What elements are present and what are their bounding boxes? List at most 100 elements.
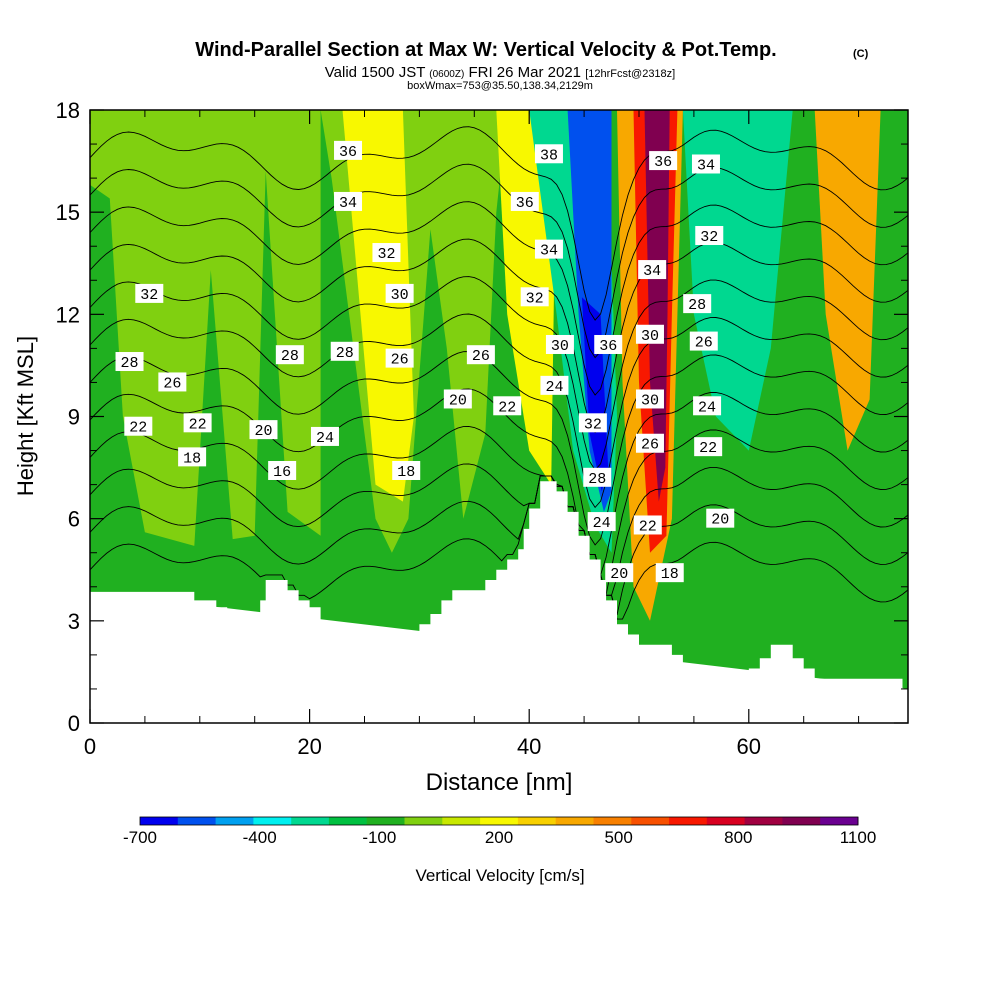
colorbar-swatch — [517, 817, 557, 825]
svg-text:32: 32 — [584, 416, 602, 433]
svg-text:20: 20 — [449, 392, 467, 409]
isentrope-label-22: 22 — [124, 416, 153, 437]
box-info: boxWmax=753@35.50,138.34,2129m — [407, 80, 593, 92]
colorbar-swatch — [820, 817, 859, 825]
isentrope-line-34 — [90, 201, 908, 396]
isentrope-labels: 16 18 18 18 20 20 20 20 22 22 22 22 22 24 24 24 24 26 26 26… — [115, 140, 735, 583]
svg-text:28: 28 — [121, 355, 139, 372]
svg-text:22: 22 — [129, 420, 147, 437]
x-tick-label: 40 — [517, 734, 541, 759]
isentrope-line-20 — [90, 463, 908, 596]
svg-text:30: 30 — [641, 328, 659, 345]
colorbar-tick-label: -400 — [243, 828, 277, 847]
isentrope-line-26 — [90, 351, 908, 546]
x-axis-label: Distance [nm] — [426, 769, 573, 796]
isentrope-label-30: 30 — [385, 283, 414, 304]
isentrope-label-34: 34 — [534, 239, 563, 260]
colorbar-swatch — [215, 817, 254, 825]
y-tick-label: 3 — [68, 609, 80, 634]
isentrope-label-34: 34 — [638, 260, 667, 280]
valid-time: Valid 1500 JST — [325, 64, 425, 81]
svg-text:32: 32 — [700, 229, 718, 246]
colorbar-swatch — [782, 817, 821, 825]
isentrope-label-18: 18 — [655, 563, 684, 583]
y-tick-label: 18 — [56, 98, 80, 123]
isentrope-label-22: 22 — [493, 396, 522, 416]
isentrope-label-20: 20 — [249, 420, 278, 440]
svg-text:34: 34 — [697, 157, 715, 174]
isentrope-label-20: 20 — [443, 389, 472, 409]
isentrope-label-32: 32 — [578, 413, 607, 433]
colorbar-swatch — [480, 817, 519, 825]
isentrope-label-26: 26 — [635, 433, 664, 454]
svg-text:32: 32 — [140, 287, 158, 304]
isentrope-label-24: 24 — [310, 426, 339, 447]
y-axis-label: Height [Kft MSL] — [13, 336, 38, 496]
svg-text:20: 20 — [254, 423, 272, 440]
copyright-mark: (C) — [853, 48, 869, 60]
isentrope-label-26: 26 — [158, 372, 187, 392]
velocity-band-11 — [682, 110, 793, 451]
isentrope-label-24: 24 — [540, 375, 569, 396]
isentrope-label-22: 22 — [183, 413, 212, 433]
colorbar-swatch — [140, 817, 179, 825]
isentrope-label-20: 20 — [605, 563, 634, 583]
colorbar-tick-label: 200 — [485, 828, 513, 847]
isentrope-line-38 — [90, 126, 908, 321]
colorbar-swatch — [291, 817, 330, 825]
isentrope-label-38: 38 — [534, 144, 563, 164]
svg-text:36: 36 — [339, 144, 357, 161]
svg-text:18: 18 — [183, 450, 201, 467]
colorbar-swatch — [706, 817, 746, 825]
isentrope-label-32: 32 — [135, 283, 164, 304]
svg-text:24: 24 — [545, 379, 563, 396]
svg-text:22: 22 — [699, 440, 717, 457]
colorbar-swatch — [442, 817, 481, 825]
valid-date: FRI 26 Mar 2021 — [468, 64, 581, 81]
svg-text:28: 28 — [336, 345, 354, 362]
isentrope-line-22 — [90, 425, 908, 595]
svg-text:26: 26 — [163, 375, 181, 392]
colorbar-label: Vertical Velocity [cm/s] — [415, 866, 584, 885]
colorbar-tick-label: 800 — [724, 828, 752, 847]
x-tick-label: 20 — [297, 734, 321, 759]
x-tick-label: 0 — [84, 734, 96, 759]
svg-text:26: 26 — [472, 348, 490, 365]
svg-text:22: 22 — [189, 416, 207, 433]
svg-text:30: 30 — [391, 287, 409, 304]
svg-text:28: 28 — [281, 348, 299, 365]
y-tick-label: 15 — [56, 200, 80, 225]
isentrope-label-22: 22 — [694, 437, 723, 457]
isentrope-label-18: 18 — [392, 460, 421, 481]
y-tick-label: 6 — [68, 507, 80, 532]
svg-text:20: 20 — [711, 512, 729, 529]
svg-text:24: 24 — [316, 430, 334, 447]
svg-text:26: 26 — [391, 352, 409, 369]
svg-text:38: 38 — [540, 147, 558, 164]
y-tick-label: 0 — [68, 711, 80, 736]
x-tick-label: 60 — [737, 734, 761, 759]
colorbar-swatch — [631, 817, 670, 825]
colorbar-frame — [139, 816, 859, 826]
isentrope-line-36 — [90, 163, 908, 359]
colorbar-swatch — [669, 817, 708, 825]
svg-text:26: 26 — [641, 437, 659, 454]
svg-text:30: 30 — [551, 338, 569, 355]
svg-text:24: 24 — [593, 515, 611, 532]
y-tick-label: 12 — [56, 302, 80, 327]
isentrope-label-20: 20 — [706, 508, 735, 529]
isentrope-line-30 — [90, 276, 908, 471]
chart-title: Wind-Parallel Section at Max W: Vertical… — [195, 39, 776, 61]
svg-text:18: 18 — [397, 464, 415, 481]
isentrope-label-26: 26 — [385, 348, 414, 369]
colorbar-tick-label: 500 — [604, 828, 632, 847]
svg-text:36: 36 — [516, 195, 534, 212]
svg-text:16: 16 — [273, 464, 291, 481]
colorbar-swatch — [744, 817, 783, 825]
colorbar-tick-label: -700 — [123, 828, 157, 847]
isentrope-label-26: 26 — [689, 331, 718, 352]
colorbar-swatch — [555, 817, 594, 825]
isentrope-label-36: 36 — [649, 151, 678, 171]
isentrope-label-30: 30 — [635, 324, 664, 345]
svg-text:34: 34 — [643, 263, 661, 280]
